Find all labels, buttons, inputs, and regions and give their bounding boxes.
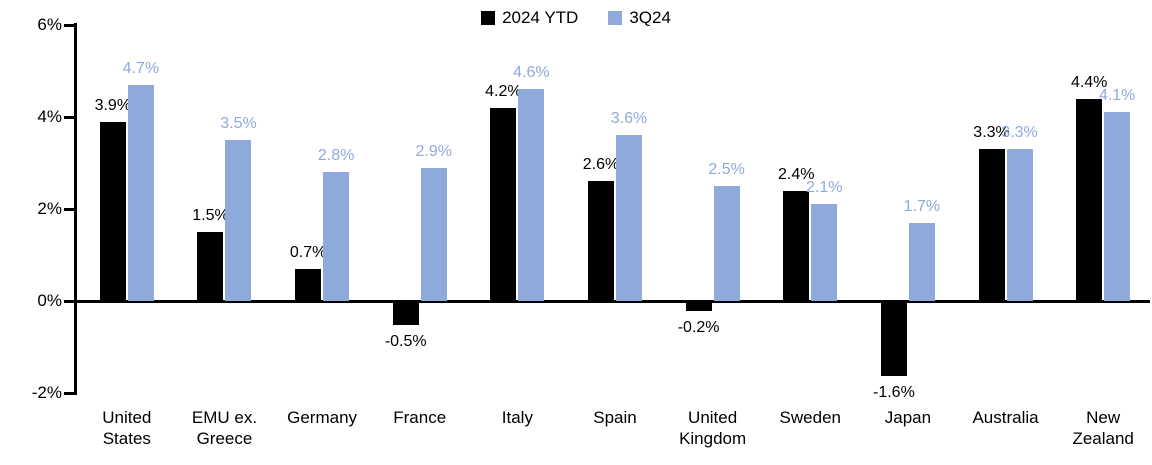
bar-series1 — [588, 181, 614, 301]
y-axis-tick — [64, 116, 74, 119]
bar-series2 — [1006, 149, 1033, 301]
bar-value-label: 0.7% — [289, 244, 327, 261]
bar-value-label: 2.4% — [778, 166, 815, 183]
y-axis-tick-label: 6% — [37, 15, 62, 34]
bar-value-label: 3.6% — [610, 110, 648, 127]
y-axis-tick-label: 0% — [37, 291, 62, 310]
bar-series1 — [392, 302, 419, 325]
legend-item-series2: 3Q24 — [608, 8, 671, 28]
x-axis-category-label: Sweden — [779, 408, 841, 427]
bar-series2 — [420, 168, 447, 301]
x-axis-category-label: Japan — [884, 408, 932, 427]
bar-value-label: -0.5% — [384, 333, 427, 350]
x-axis-category-label: Italy — [501, 408, 533, 427]
legend-label: 2024 YTD — [502, 8, 579, 27]
chart-legend: 2024 YTD 3Q24 — [0, 8, 1152, 28]
bar-value-label: 1.5% — [192, 207, 229, 224]
bar-value-label: 2.5% — [708, 161, 745, 178]
bar-series1 — [99, 122, 126, 301]
legend-label: 3Q24 — [629, 8, 671, 27]
bar-value-label: 3.3% — [973, 124, 1010, 141]
bar-series2 — [225, 140, 252, 301]
bar-series2 — [1104, 112, 1131, 301]
legend-swatch-icon — [481, 11, 496, 25]
y-axis-tick — [64, 208, 74, 211]
x-axis-category-label: New Zealand — [1072, 408, 1134, 448]
bar-value-label: 3.3% — [1001, 124, 1038, 141]
x-axis-category-label: United Kingdom — [679, 408, 747, 448]
x-axis-category-label: France — [393, 408, 447, 427]
bar-series1 — [295, 269, 322, 301]
bar-series2 — [127, 85, 154, 301]
bar-value-label: 2.9% — [415, 143, 452, 160]
bar-value-label: 2.8% — [317, 147, 355, 164]
bar-series2 — [323, 172, 350, 301]
bar-value-label: 3.5% — [220, 115, 257, 132]
bar-series1 — [783, 191, 810, 301]
bar-series1 — [978, 149, 1005, 301]
x-axis-category-label: Australia — [972, 408, 1039, 427]
bar-series1 — [685, 302, 712, 311]
bar-value-label: 3.9% — [94, 97, 132, 114]
legend-swatch-icon — [608, 11, 623, 25]
legend-item-series1: 2024 YTD — [481, 8, 578, 28]
bar-series2 — [713, 186, 740, 301]
zero-baseline — [64, 300, 1150, 303]
y-axis-tick — [64, 392, 74, 395]
bar-value-label: -0.2% — [677, 319, 720, 336]
bar-value-label: 2.6% — [582, 156, 620, 173]
bar-value-label: 2.1% — [806, 179, 843, 196]
bar-value-label: 4.4% — [1070, 74, 1108, 91]
y-axis-tick-label: 4% — [37, 107, 62, 126]
bar-series2 — [518, 89, 545, 301]
x-axis-category-label: Spain — [593, 408, 637, 427]
y-axis-tick-label: 2% — [37, 199, 62, 218]
bar-series1 — [490, 108, 517, 301]
bar-value-label: -1.6% — [873, 384, 915, 401]
bar-series2 — [908, 223, 935, 301]
bar-value-label: 4.2% — [485, 83, 522, 100]
bar-value-label: 4.6% — [513, 64, 550, 81]
bar-series2 — [616, 135, 642, 301]
bar-value-label: 4.1% — [1098, 87, 1136, 104]
bar-series1 — [880, 302, 907, 376]
y-axis-tick — [64, 24, 74, 27]
bar-series1 — [1076, 99, 1103, 301]
x-axis-category-label: United States — [102, 408, 152, 448]
y-axis-tick-label: -2% — [31, 383, 62, 402]
x-axis-category-label: Germany — [287, 408, 358, 427]
y-axis-line — [74, 23, 77, 395]
bar-value-label: 4.7% — [122, 60, 160, 77]
bar-value-label: 1.7% — [903, 198, 941, 215]
bar-series2 — [811, 204, 838, 301]
bar-series1 — [197, 232, 224, 301]
x-axis-category-label: EMU ex. Greece — [191, 408, 258, 448]
